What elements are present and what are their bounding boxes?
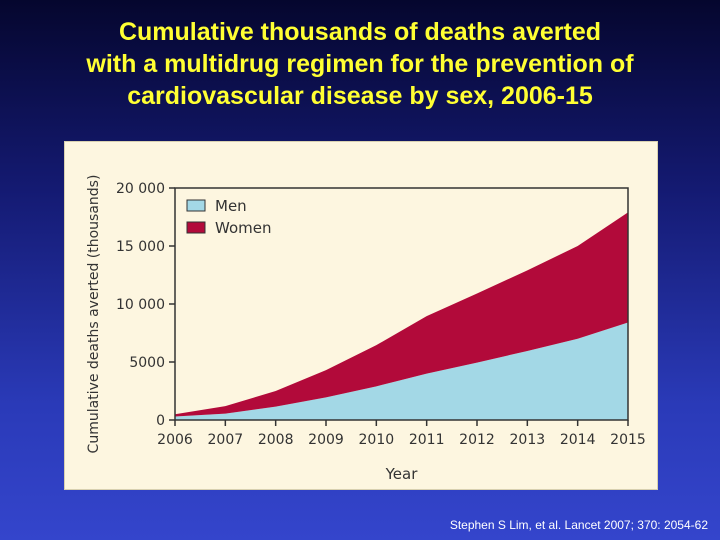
x-axis-label: Year	[385, 465, 419, 483]
title-line-2: with a multidrug regimen for the prevent…	[86, 50, 634, 78]
y-tick-label: 0	[156, 413, 165, 429]
legend-swatch-men	[186, 199, 206, 212]
y-tick-label: 5000	[129, 355, 165, 371]
x-tick-label: 2013	[510, 432, 546, 448]
chart-panel: 0 5000 10 000 15 000 20 000 2006 2007 2008 2009 2…	[64, 141, 658, 490]
y-tick-label: 20 000	[116, 181, 165, 197]
legend-label-women: Women	[215, 219, 271, 237]
citation: Stephen S Lim, et al. Lancet 2007; 370: …	[449, 518, 708, 532]
legend-label-men: Men	[215, 197, 247, 215]
legend-swatch-women	[186, 221, 206, 234]
x-tick-label: 2009	[308, 432, 344, 448]
legend: Men Women	[186, 197, 271, 237]
area-chart: 0 5000 10 000 15 000 20 000 2006 2007 2008 2009 2…	[86, 175, 646, 483]
y-axis-label: Cumulative deaths averted (thousands)	[86, 175, 102, 454]
area-women	[175, 212, 628, 417]
x-tick-label: 2008	[258, 432, 294, 448]
title-line-1: Cumulative thousands of deaths averted	[118, 18, 602, 46]
x-tick-label: 2006	[157, 432, 193, 448]
y-tick-label: 15 000	[116, 239, 165, 255]
title-line-3: cardiovascular disease by sex, 2006-15	[127, 82, 593, 110]
slide-title: Cumulative thousands of deaths averted w…	[0, 16, 720, 112]
x-tick-label: 2015	[610, 432, 646, 448]
x-tick-label: 2007	[208, 432, 244, 448]
y-tick-label: 10 000	[116, 297, 165, 313]
x-tick-label: 2014	[560, 432, 596, 448]
area-men	[175, 322, 628, 420]
x-tick-label: 2012	[459, 432, 495, 448]
x-tick-label: 2011	[409, 432, 445, 448]
x-tick-label: 2010	[359, 432, 395, 448]
